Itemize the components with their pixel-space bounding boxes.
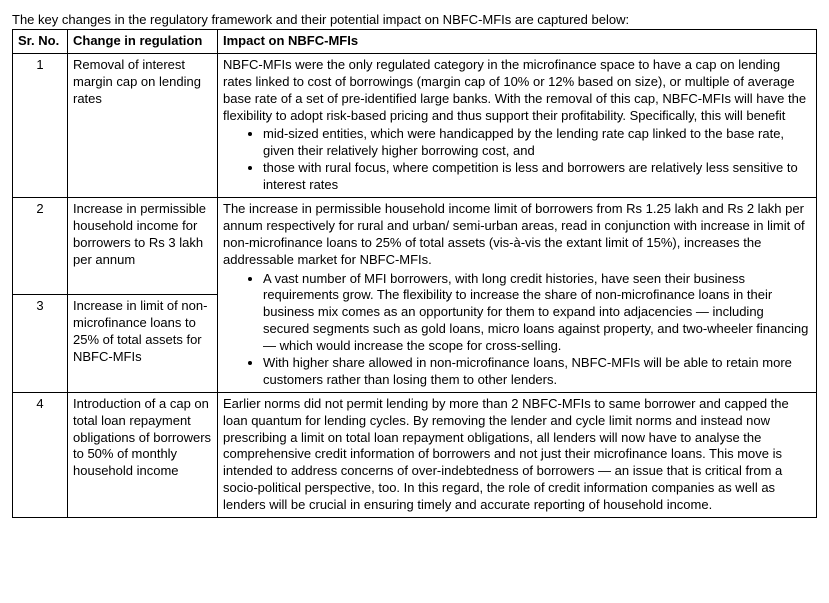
cell-impact: NBFC-MFIs were the only regulated catego… xyxy=(218,53,817,197)
cell-srno: 3 xyxy=(13,295,68,392)
cell-impact: Earlier norms did not permit lending by … xyxy=(218,392,817,517)
impact-paragraph: The increase in permissible household in… xyxy=(223,201,811,269)
bullet-item: mid-sized entities, which were handicapp… xyxy=(263,126,811,160)
cell-srno: 1 xyxy=(13,53,68,197)
cell-srno: 4 xyxy=(13,392,68,517)
impact-bullets: A vast number of MFI borrowers, with lon… xyxy=(223,271,811,389)
cell-change: Removal of interest margin cap on lendin… xyxy=(68,53,218,197)
bullet-item: A vast number of MFI borrowers, with lon… xyxy=(263,271,811,355)
cell-change: Increase in permissible household income… xyxy=(68,198,218,295)
bullet-item: With higher share allowed in non-microfi… xyxy=(263,355,811,389)
cell-change: Increase in limit of non-microfinance lo… xyxy=(68,295,218,392)
cell-change: Introduction of a cap on total loan repa… xyxy=(68,392,218,517)
header-change: Change in regulation xyxy=(68,30,218,54)
impact-paragraph: Earlier norms did not permit lending by … xyxy=(223,396,811,514)
cell-impact: The increase in permissible household in… xyxy=(218,198,817,393)
impact-paragraph: NBFC-MFIs were the only regulated catego… xyxy=(223,57,811,125)
cell-srno: 2 xyxy=(13,198,68,295)
header-impact: Impact on NBFC-MFIs xyxy=(218,30,817,54)
bullet-item: those with rural focus, where competitio… xyxy=(263,160,811,194)
table-header-row: Sr. No. Change in regulation Impact on N… xyxy=(13,30,817,54)
table-row: 2 Increase in permissible household inco… xyxy=(13,198,817,295)
intro-text: The key changes in the regulatory framew… xyxy=(12,12,817,27)
impact-bullets: mid-sized entities, which were handicapp… xyxy=(223,126,811,194)
regulation-table: Sr. No. Change in regulation Impact on N… xyxy=(12,29,817,518)
table-row: 4 Introduction of a cap on total loan re… xyxy=(13,392,817,517)
table-row: 1 Removal of interest margin cap on lend… xyxy=(13,53,817,197)
header-srno: Sr. No. xyxy=(13,30,68,54)
